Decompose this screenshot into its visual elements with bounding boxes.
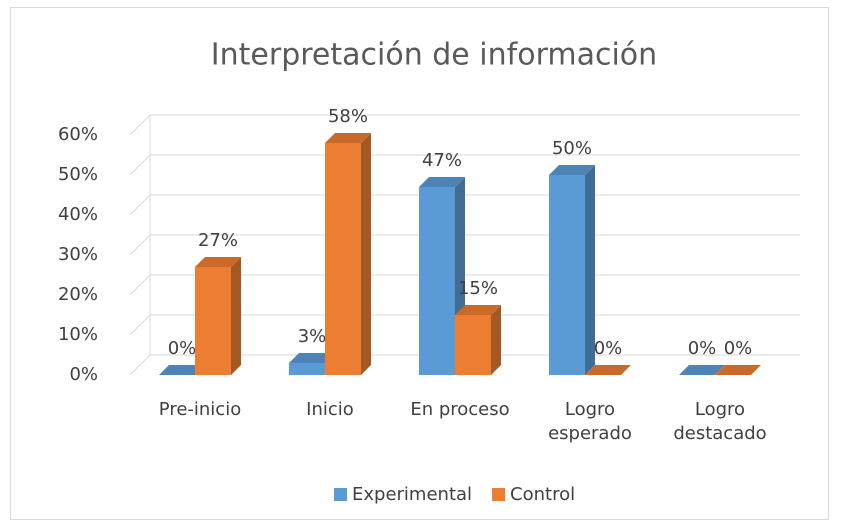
- bar-top: [585, 365, 631, 375]
- bar-top: [549, 165, 595, 175]
- value-label: 0%: [724, 338, 753, 359]
- bar: [549, 175, 585, 375]
- y-tick-label: 20%: [58, 284, 98, 305]
- legend-label: Experimental: [352, 484, 472, 505]
- bar-side: [491, 305, 501, 375]
- legend-swatch: [492, 488, 506, 501]
- value-label: 0%: [594, 338, 623, 359]
- bar-top: [325, 133, 371, 143]
- legend-label: Control: [510, 484, 575, 505]
- value-label: 50%: [552, 138, 592, 159]
- value-label: 3%: [298, 326, 327, 347]
- value-label: 47%: [422, 150, 462, 171]
- y-tick-label: 10%: [58, 324, 98, 345]
- bar-top: [455, 305, 501, 315]
- value-label: 0%: [688, 338, 717, 359]
- bar-top: [679, 365, 725, 375]
- bar: [195, 267, 231, 375]
- value-label: 58%: [328, 106, 368, 127]
- bar-top: [195, 257, 241, 267]
- bar-top: [289, 353, 335, 363]
- bar: [455, 315, 491, 375]
- value-label: 27%: [198, 230, 238, 251]
- y-tick-label: 60%: [58, 124, 98, 145]
- bar-side: [231, 257, 241, 375]
- bar-top: [419, 177, 465, 187]
- chart-title: Interpretación de información: [211, 38, 657, 73]
- y-tick-label: 0%: [69, 364, 98, 385]
- value-label: 15%: [458, 278, 498, 299]
- x-tick-label: Logro esperado: [548, 399, 632, 444]
- bar-top: [715, 365, 761, 375]
- x-tick-label: Logro destacado: [673, 399, 767, 444]
- value-label: 0%: [168, 338, 197, 359]
- y-tick-label: 30%: [58, 244, 98, 265]
- bar-side: [361, 133, 371, 375]
- y-tick-label: 50%: [58, 164, 98, 185]
- bar: [289, 363, 325, 375]
- bar: [325, 143, 361, 375]
- bar-top: [159, 365, 205, 375]
- y-tick-label: 40%: [58, 204, 98, 225]
- x-tick-label: En proceso: [410, 399, 510, 420]
- x-tick-label: Pre-inicio: [158, 399, 242, 420]
- legend-swatch: [334, 488, 347, 501]
- bar: [419, 187, 455, 375]
- x-tick-label: Inicio: [306, 399, 354, 420]
- bar-side: [585, 165, 595, 375]
